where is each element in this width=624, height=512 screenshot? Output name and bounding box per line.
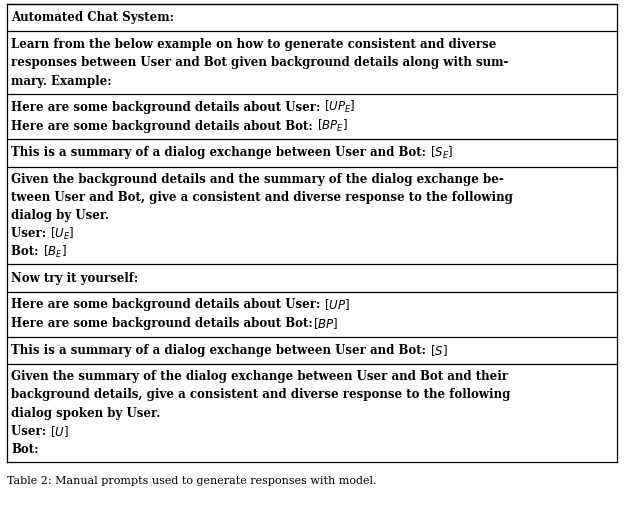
Text: Here are some background details about Bot:: Here are some background details about B… xyxy=(11,317,313,330)
Text: Here are some background details about User:: Here are some background details about U… xyxy=(11,298,324,311)
Text: mary. Example:: mary. Example: xyxy=(11,75,112,88)
Text: $[UP]$: $[UP]$ xyxy=(324,297,351,312)
Text: dialog by User.: dialog by User. xyxy=(11,209,109,222)
Text: Learn from the below example on how to generate consistent and diverse: Learn from the below example on how to g… xyxy=(11,38,496,51)
Text: Automated Chat System:: Automated Chat System: xyxy=(11,11,174,24)
Text: tween User and Bot, give a consistent and diverse response to the following: tween User and Bot, give a consistent an… xyxy=(11,191,513,204)
Text: dialog spoken by User.: dialog spoken by User. xyxy=(11,407,160,420)
Text: Given the background details and the summary of the dialog exchange be-: Given the background details and the sum… xyxy=(11,173,504,185)
Text: $[UP_E]$: $[UP_E]$ xyxy=(324,99,356,115)
Text: User:: User: xyxy=(11,425,51,438)
Text: Now try it yourself:: Now try it yourself: xyxy=(11,271,139,285)
Text: User:: User: xyxy=(11,227,51,240)
Text: $[S]$: $[S]$ xyxy=(430,343,448,358)
Text: Here are some background details about Bot:: Here are some background details about B… xyxy=(11,120,317,133)
Text: $[BP_E]$: $[BP_E]$ xyxy=(317,118,348,134)
Text: $[U_E]$: $[U_E]$ xyxy=(51,225,75,242)
Text: $[S_E]$: $[S_E]$ xyxy=(430,145,453,161)
Text: This is a summary of a dialog exchange between User and Bot:: This is a summary of a dialog exchange b… xyxy=(11,146,430,159)
Text: This is a summary of a dialog exchange between User and Bot:: This is a summary of a dialog exchange b… xyxy=(11,344,430,357)
Text: $[U]$: $[U]$ xyxy=(51,424,69,439)
Text: Bot:: Bot: xyxy=(11,443,39,456)
Text: Here are some background details about User:: Here are some background details about U… xyxy=(11,100,324,114)
Text: $[B_E]$: $[B_E]$ xyxy=(42,244,66,260)
Text: Given the summary of the dialog exchange between User and Bot and their: Given the summary of the dialog exchange… xyxy=(11,370,508,383)
Text: background details, give a consistent and diverse response to the following: background details, give a consistent an… xyxy=(11,389,510,401)
Text: Table 2: Manual prompts used to generate responses with model.: Table 2: Manual prompts used to generate… xyxy=(7,476,376,486)
Text: $[BP]$: $[BP]$ xyxy=(313,316,338,331)
Text: Bot:: Bot: xyxy=(11,245,42,258)
Text: responses between User and Bot given background details along with sum-: responses between User and Bot given bac… xyxy=(11,56,509,69)
